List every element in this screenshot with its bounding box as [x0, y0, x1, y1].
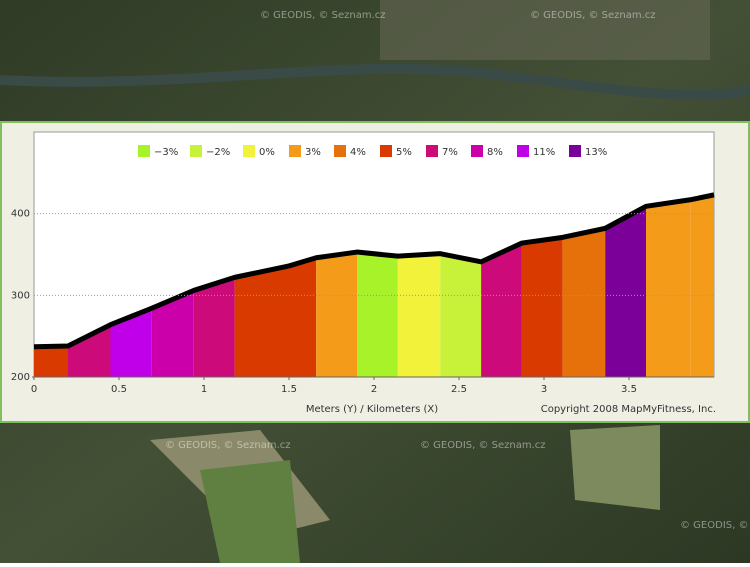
watermark: © GEODIS, © Seznam.cz: [530, 10, 656, 21]
copyright: Copyright 2008 MapMyFitness, Inc.: [541, 404, 716, 415]
x-tick-label: 3: [541, 384, 547, 395]
grade-segment: [289, 257, 317, 377]
field: [570, 425, 660, 510]
town: [380, 0, 710, 60]
legend-label: 13%: [585, 147, 607, 158]
river: [0, 63, 750, 100]
y-tick-label: 300: [11, 290, 30, 301]
grade-segment: [234, 265, 289, 377]
legend-label: 11%: [533, 147, 555, 158]
legend-swatch: [471, 145, 483, 157]
x-axis-label: Meters (Y) / Kilometers (X): [306, 404, 438, 415]
grade-segment: [481, 243, 522, 377]
x-tick-label: 2: [371, 384, 377, 395]
grade-segment: [646, 199, 691, 377]
grade-segment: [357, 252, 398, 377]
legend-label: 5%: [396, 147, 412, 158]
legend-swatch: [380, 145, 392, 157]
x-tick-label: 1.5: [281, 384, 297, 395]
legend-label: 7%: [442, 147, 458, 158]
legend-swatch: [426, 145, 438, 157]
grade-segment: [521, 237, 563, 377]
legend-swatch: [289, 145, 301, 157]
x-tick-label: 0.5: [111, 384, 127, 395]
legend-label: 0%: [259, 147, 275, 158]
legend-swatch: [569, 145, 581, 157]
grade-segment: [562, 228, 606, 377]
grade-segment: [316, 252, 357, 377]
grade-segment: [151, 290, 194, 377]
watermark: © GEODIS, © Seznam.cz: [420, 440, 546, 451]
y-tick-label: 400: [11, 209, 30, 220]
grade-segment: [690, 194, 714, 377]
legend-swatch: [517, 145, 529, 157]
legend-swatch: [190, 145, 202, 157]
legend-swatch: [138, 145, 150, 157]
grade-segment: [605, 206, 646, 377]
x-tick-label: 0: [31, 384, 37, 395]
legend-swatch: [243, 145, 255, 157]
field: [200, 460, 300, 563]
legend-swatch: [334, 145, 346, 157]
grade-segment: [440, 253, 482, 377]
grade-segment: [110, 308, 152, 377]
watermark: © GEODIS, © Seznam.cz: [260, 10, 386, 21]
elevation-line: [33, 192, 715, 350]
legend-label: 8%: [487, 147, 503, 158]
grade-segment: [34, 345, 68, 377]
legend-label: −2%: [206, 147, 230, 158]
legend-label: 4%: [350, 147, 366, 158]
grade-segment: [397, 253, 441, 377]
grade-segment: [68, 324, 111, 377]
x-tick-label: 1: [201, 384, 207, 395]
x-tick-label: 3.5: [621, 384, 637, 395]
legend-label: 3%: [305, 147, 321, 158]
watermark: © GEODIS, © Seznam.cz: [680, 520, 750, 531]
legend-label: −3%: [154, 147, 178, 158]
watermark: © GEODIS, © Seznam.cz: [165, 440, 291, 451]
x-tick-label: 2.5: [451, 384, 467, 395]
y-tick-label: 200: [11, 372, 30, 383]
grade-segment: [193, 277, 235, 377]
plot: 200 300 400 0 0.5 1 1.5 2 2.5 3 3.5 −3% −2% 0% 3% 4% 5% 7…: [11, 145, 715, 395]
